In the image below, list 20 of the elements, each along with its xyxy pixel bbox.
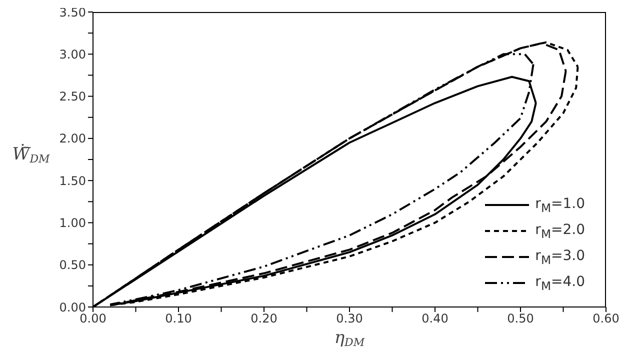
- y-tick-label: 0.50: [59, 258, 86, 272]
- legend-label: r$_{M}$=2.0: [535, 222, 585, 240]
- y-tick-label: 1.50: [59, 174, 86, 188]
- y-tick-label: 0.00: [59, 300, 86, 314]
- y-tick-label: 2.00: [59, 132, 86, 146]
- x-tick-label: 0.20: [250, 312, 278, 326]
- legend-label: r$_{M}$=3.0: [535, 248, 585, 266]
- y-tick-label: 2.50: [59, 90, 86, 104]
- x-tick-label: 0.00: [80, 312, 106, 326]
- x-axis-title: η$_{DM}$: [334, 328, 366, 350]
- legend-label: r$_{M}$=1.0: [535, 196, 585, 214]
- x-tick-label: 0.50: [507, 312, 534, 326]
- y-axis-title: Ẇ̄$_{DM}$: [12, 144, 51, 166]
- x-tick-label: 0.10: [165, 312, 192, 326]
- y-tick-label: 3.00: [59, 47, 86, 62]
- y-tick-label: 1.00: [59, 216, 86, 230]
- x-tick-label: 0.30: [336, 312, 363, 326]
- x-tick-label: 0.60: [592, 312, 620, 326]
- x-tick-label: 0.40: [422, 312, 448, 326]
- legend-label: r$_{M}$=4.0: [535, 274, 585, 292]
